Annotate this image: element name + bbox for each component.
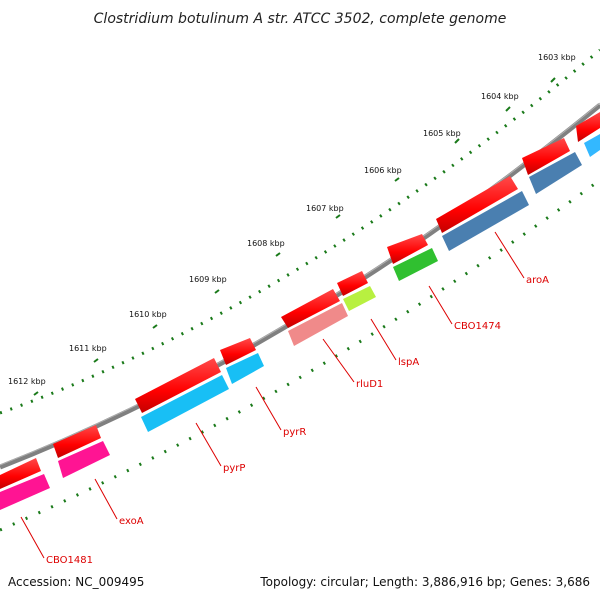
gene-label-pyrP[interactable]: pyrP: [223, 463, 245, 474]
gene-bar[interactable]: [529, 152, 582, 194]
gene-label-lspA[interactable]: lspA: [398, 357, 419, 368]
ruler-major-ticks: [33, 77, 556, 396]
gene-bar[interactable]: [393, 248, 438, 281]
kbp-label: 1610 kbp: [129, 310, 167, 319]
kbp-labels: 1603 kbp 1604 kbp 1605 kbp 1606 kbp 1607…: [8, 53, 576, 386]
cds-feature[interactable]: [220, 338, 256, 365]
gene-label-rluD1[interactable]: rluD1: [356, 379, 383, 390]
gene-label-CBO1474[interactable]: CBO1474: [454, 321, 501, 332]
gene-label-exoA[interactable]: exoA: [119, 516, 144, 527]
cds-feature[interactable]: [522, 138, 570, 175]
kbp-label: 1607 kbp: [306, 204, 344, 213]
gene-label-CBO1481[interactable]: CBO1481: [46, 555, 93, 566]
genome-backbone: [0, 103, 600, 470]
kbp-ruler-arc: [0, 48, 600, 415]
cds-feature[interactable]: [0, 458, 41, 489]
gene-bar[interactable]: [141, 375, 229, 432]
map-title: Clostridium botulinum A str. ATCC 3502, …: [94, 11, 507, 27]
accession-text: Accession: NC_009495: [8, 575, 144, 589]
gene-bar[interactable]: [58, 441, 110, 478]
cds-feature[interactable]: [281, 289, 340, 328]
genome-summary-text: Topology: circular; Length: 3,886,916 bp…: [259, 575, 590, 589]
cds-feature[interactable]: [387, 234, 428, 264]
kbp-label: 1612 kbp: [8, 377, 46, 386]
genome-backbone-highlight: [0, 102, 600, 466]
cds-feature[interactable]: [135, 358, 221, 413]
kbp-label: 1609 kbp: [189, 275, 227, 284]
kbp-label: 1608 kbp: [247, 239, 285, 248]
kbp-label: 1611 kbp: [69, 344, 107, 353]
gene-bar[interactable]: [584, 134, 600, 157]
kbp-label: 1606 kbp: [364, 166, 402, 175]
kbp-label: 1605 kbp: [423, 129, 461, 138]
gene-bar[interactable]: [0, 474, 50, 510]
kbp-label: 1603 kbp: [538, 53, 576, 62]
kbp-label: 1604 kbp: [481, 92, 519, 101]
cds-feature[interactable]: [576, 112, 600, 142]
gene-bar[interactable]: [343, 286, 376, 311]
gene-labels: aroA CBO1474 lspA rluD1 pyrR pyrP exoA C…: [46, 275, 549, 566]
gene-bar[interactable]: [442, 191, 529, 251]
gene-bars: [0, 134, 600, 510]
cds-feature[interactable]: [436, 176, 518, 233]
cds-feature[interactable]: [53, 425, 101, 458]
gene-label-aroA[interactable]: aroA: [526, 275, 549, 286]
cds-feature[interactable]: [337, 271, 368, 296]
inner-tick-arc: [0, 178, 600, 532]
gene-leader-lines: [20, 231, 525, 559]
gene-bar[interactable]: [226, 353, 264, 384]
gene-bar[interactable]: [288, 303, 348, 346]
cds-forward-strand: [0, 112, 600, 489]
gene-label-pyrR[interactable]: pyrR: [283, 427, 306, 438]
